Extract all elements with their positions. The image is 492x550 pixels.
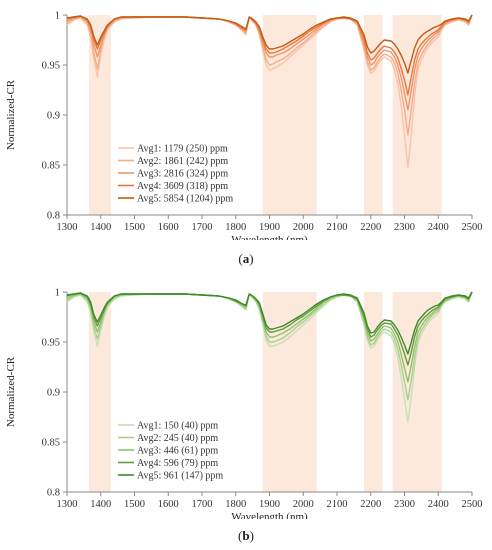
chart0-legend-label-2: Avg2: 1861 (242) ppm: [137, 156, 228, 167]
chart1-y-tick-label: 1: [55, 288, 60, 299]
chart1-x-tick-label: 2200: [360, 499, 381, 510]
chart0-x-tick-label: 1400: [90, 222, 111, 233]
chart1-y-tick-label: 0.95: [42, 338, 60, 349]
chart1-x-tick-label: 1400: [90, 499, 111, 510]
chart1-x-tick-label: 2000: [293, 499, 314, 510]
chart0-x-tick-label: 1700: [192, 222, 213, 233]
chart1-legend-label-3: Avg3: 446 (61) ppm: [137, 446, 218, 457]
chart0-legend-label-3: Avg3: 2816 (324) ppm: [137, 169, 228, 180]
chart-panel-b: 1300 1400 1500 1600 1700 1800 1900 2000 2100 2200…: [5, 288, 483, 520]
chart1-x-tick-label: 1500: [124, 499, 145, 510]
chart0-x-tick-label: 1500: [124, 222, 145, 233]
chart1-legend-label-4: Avg4: 596 (79) ppm: [137, 458, 218, 469]
chart0-x-tick-label: 2300: [394, 222, 415, 233]
chart0-x-axis-title: Wavelength (nm): [231, 234, 308, 240]
chart1-legend-label-2: Avg2: 245 (40) ppm: [137, 433, 218, 444]
chart-panel-a: 1300 1400 1500 1600 1700 1800 1900 2000 2100 2200…: [5, 11, 483, 241]
chart0-legend-label-5: Avg5: 5854 (1204) ppm: [137, 194, 233, 205]
chart0-x-tick-label: 2000: [293, 222, 314, 233]
chart1-x-tick-label: 2500: [462, 499, 483, 510]
chart0-y-tick-label: 0.95: [42, 61, 60, 72]
panel-label-a: (a): [238, 251, 254, 266]
chart1-legend-label-1: Avg1: 150 (40) ppm: [137, 421, 218, 432]
chart1-x-tick-label: 2300: [394, 499, 415, 510]
chart1-y-tick-label: 0.8: [47, 488, 60, 499]
chart1-x-tick-label: 2100: [327, 499, 348, 510]
chart1-x-axis-title: Wavelength (nm): [231, 511, 308, 519]
chart0-series-line-5: [66, 14, 473, 74]
chart0-x-tick-label: 2400: [428, 222, 449, 233]
chart0-x-tick-label: 1600: [158, 222, 179, 233]
chart0-y-tick-label: 0.8: [47, 211, 60, 222]
chart1-x-tick-label: 1300: [57, 499, 78, 510]
chart0-series-line-1: [66, 14, 473, 168]
chart0-legend-label-4: Avg4: 3609 (318) ppm: [137, 181, 228, 192]
chart0-x-tick-label: 2200: [360, 222, 381, 233]
chart1-legend-label-5: Avg5: 961 (147) ppm: [137, 471, 223, 482]
chart1-x-tick-label: 1800: [225, 499, 246, 510]
chart1-highlight-band-0: [88, 292, 111, 492]
chart1-series-line-1: [66, 291, 473, 423]
chart0-y-tick-label: 1: [55, 11, 60, 22]
chart1-y-tick-label: 0.9: [47, 388, 60, 399]
chart1-x-tick-label: 1600: [158, 499, 179, 510]
chart0-x-tick-label: 2500: [462, 222, 483, 233]
chart0-legend-label-1: Avg1: 1179 (250) ppm: [137, 144, 228, 155]
chart0-x-tick-label: 1300: [57, 222, 78, 233]
chart0-y-tick-label: 0.9: [47, 111, 60, 122]
chart0-y-axis-title: Normalized-CR: [5, 79, 17, 150]
chart1-x-tick-label: 2400: [428, 499, 449, 510]
chart1-highlight-band-3: [392, 292, 442, 492]
chart1-y-axis-title: Normalized-CR: [5, 356, 17, 427]
chart0-x-tick-label: 1900: [259, 222, 280, 233]
chart1-series-line-5: [66, 291, 473, 355]
chart1-x-tick-label: 1700: [192, 499, 213, 510]
chart0-x-tick-label: 2100: [327, 222, 348, 233]
chart1-y-tick-label: 0.85: [42, 438, 60, 449]
chart0-y-tick-label: 0.85: [42, 161, 60, 172]
chart0-x-tick-label: 1800: [225, 222, 246, 233]
panel-label-b: (b): [238, 528, 254, 543]
chart1-x-tick-label: 1900: [259, 499, 280, 510]
chart0-highlight-band-3: [392, 15, 442, 215]
